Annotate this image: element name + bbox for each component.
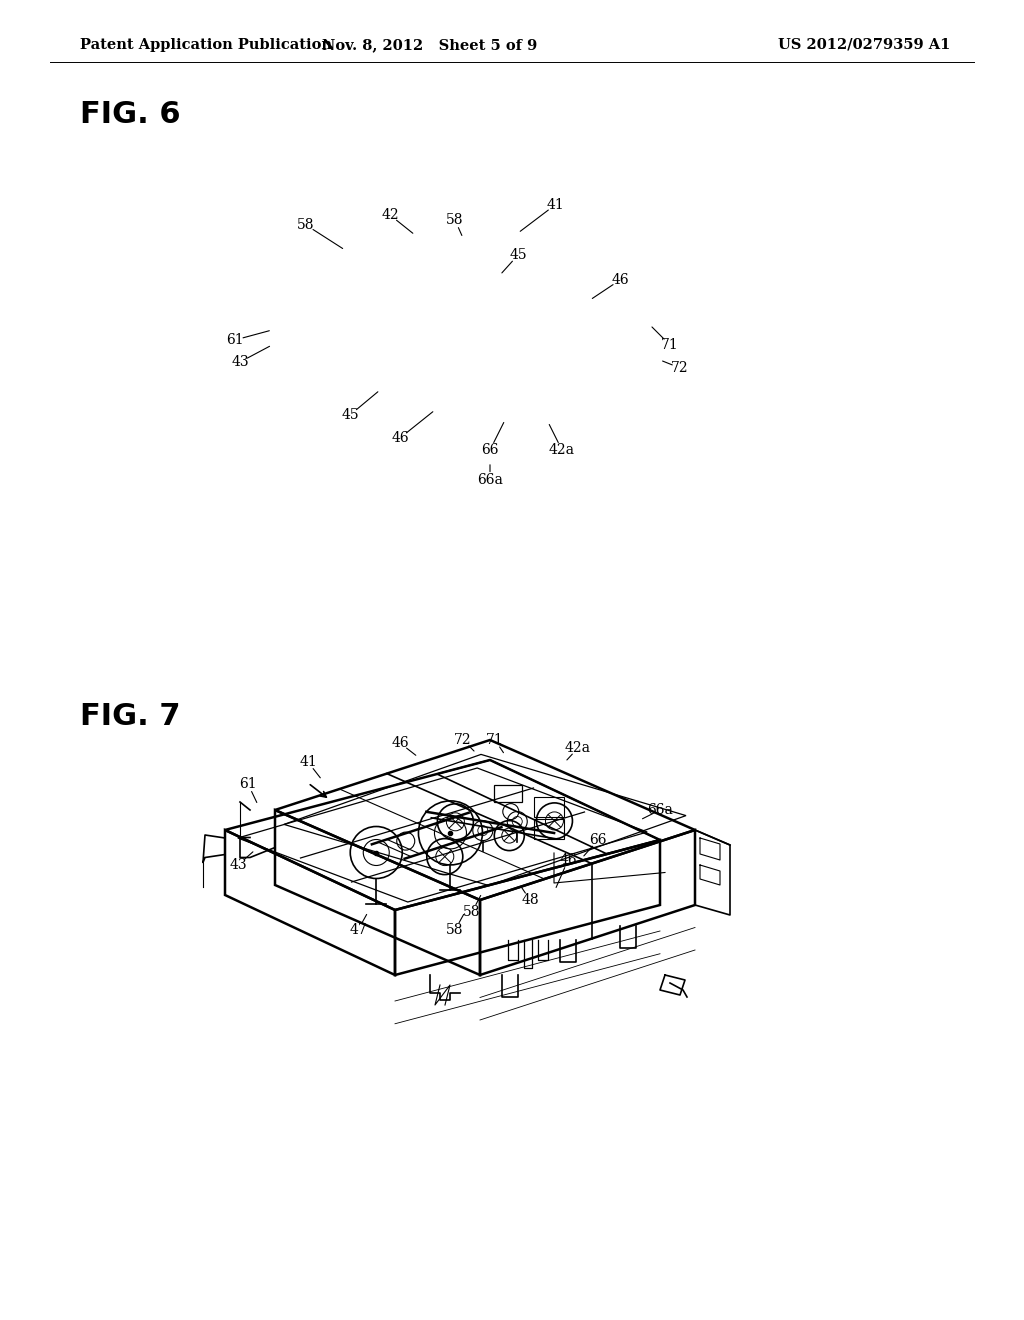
Text: US 2012/0279359 A1: US 2012/0279359 A1 [777,38,950,51]
Text: 46: 46 [391,432,409,445]
Text: 71: 71 [486,733,504,747]
Text: 71: 71 [662,338,679,352]
Text: 58: 58 [463,906,480,919]
Text: 66: 66 [589,833,607,847]
Text: 43: 43 [231,355,249,370]
Text: 41: 41 [546,198,564,213]
Text: 66a: 66a [477,473,503,487]
Text: Patent Application Publication: Patent Application Publication [80,38,332,51]
Text: 46: 46 [559,853,577,867]
Text: FIG. 6: FIG. 6 [80,100,180,129]
Text: 42a: 42a [549,444,575,457]
Text: 66: 66 [481,444,499,457]
Text: 45: 45 [341,408,358,422]
Text: 58: 58 [297,218,314,232]
Text: 61: 61 [226,333,244,347]
Text: 41: 41 [299,755,316,770]
Text: 47: 47 [349,923,367,937]
Text: 58: 58 [446,213,464,227]
Text: 45: 45 [509,248,526,261]
Text: 46: 46 [391,737,409,750]
Text: 72: 72 [671,360,689,375]
Text: 66a: 66a [647,803,673,817]
Text: 42a: 42a [565,741,591,755]
Text: 58: 58 [446,923,464,937]
Text: FIG. 7: FIG. 7 [80,702,180,731]
Text: Nov. 8, 2012   Sheet 5 of 9: Nov. 8, 2012 Sheet 5 of 9 [323,38,538,51]
Text: 43: 43 [229,858,247,873]
Text: 46: 46 [611,273,629,286]
Text: 72: 72 [455,733,472,747]
Text: 42: 42 [381,209,398,222]
Text: 61: 61 [240,777,257,791]
Text: 48: 48 [521,894,539,907]
